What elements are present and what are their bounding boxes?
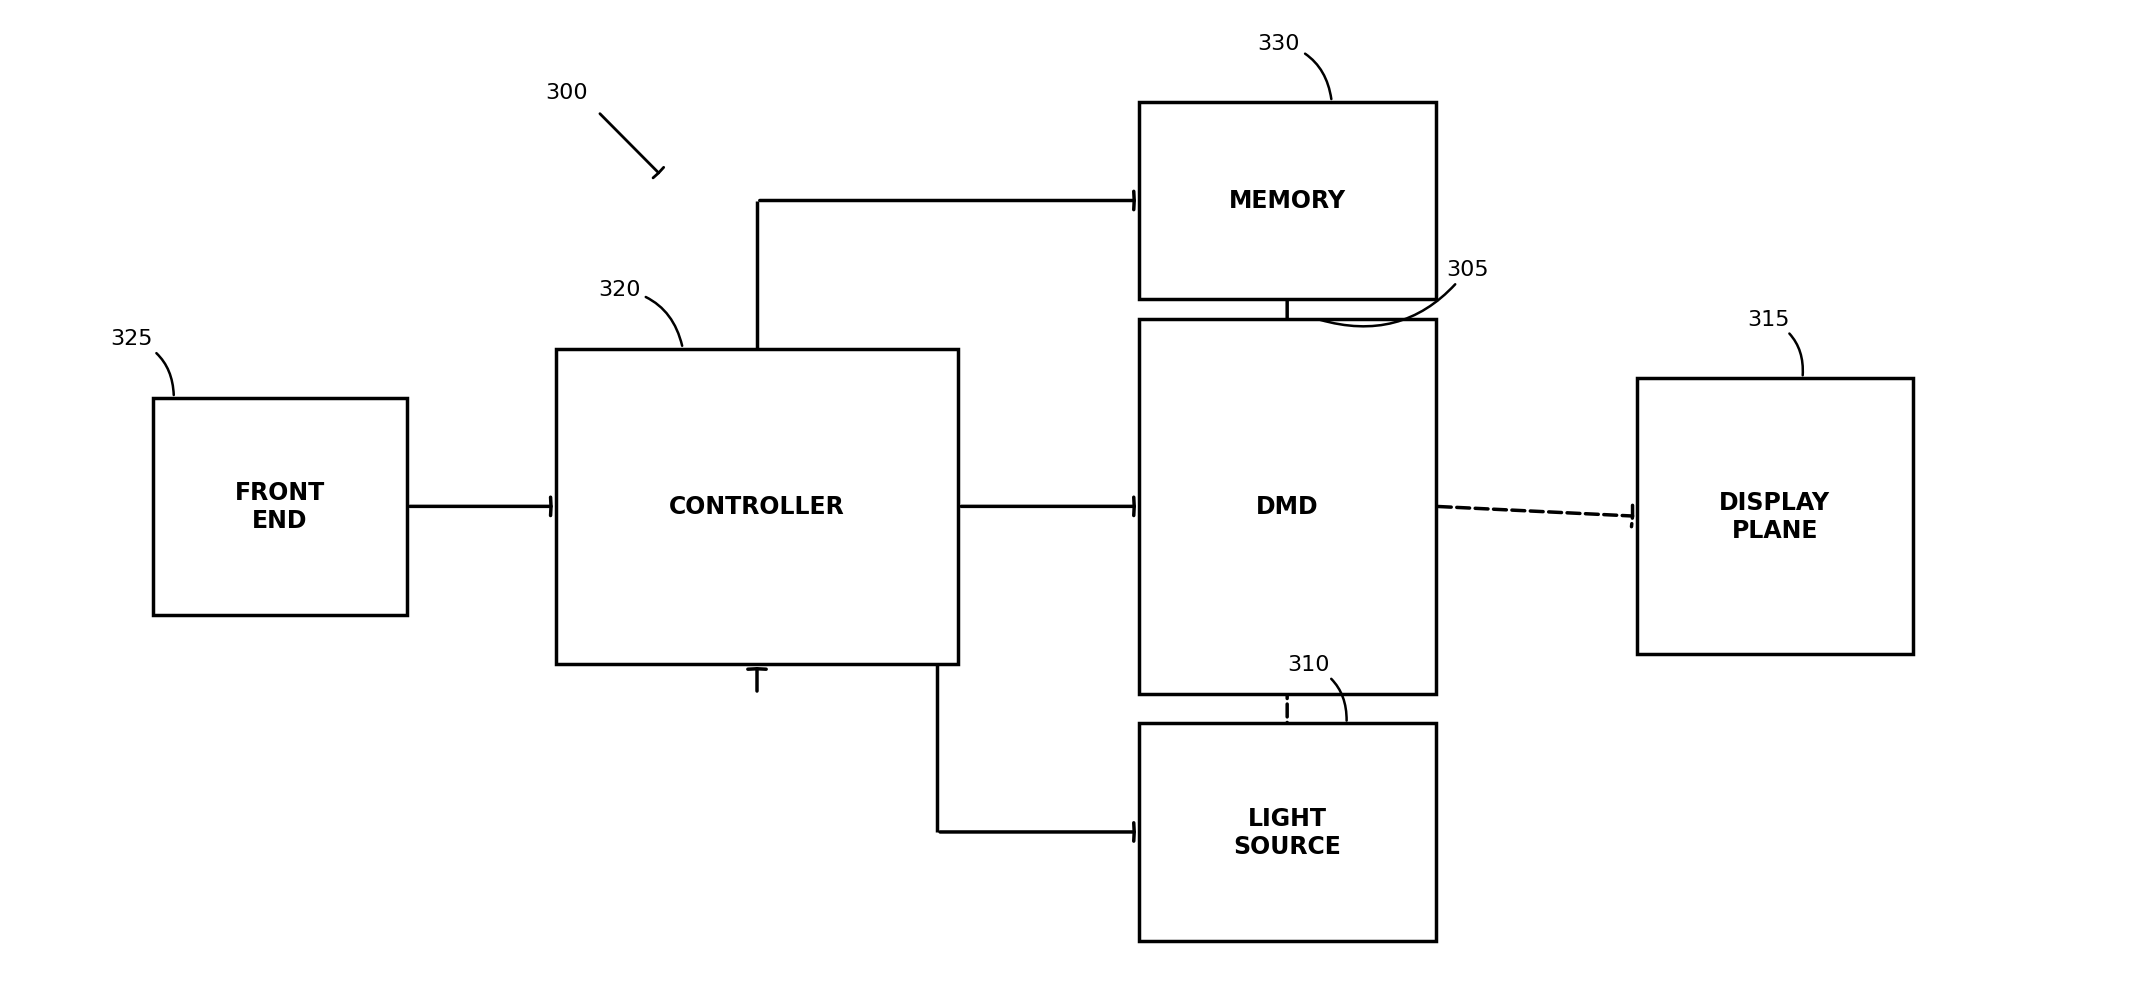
Bar	[153, 399, 407, 615]
Bar	[1139, 724, 1435, 940]
Text: DISPLAY
PLANE: DISPLAY PLANE	[1720, 491, 1831, 543]
Text: LIGHT
SOURCE: LIGHT SOURCE	[1233, 806, 1341, 858]
Text: DMD: DMD	[1256, 495, 1318, 519]
Bar	[1139, 102, 1435, 300]
Bar	[556, 349, 958, 665]
Text: FRONT
END: FRONT END	[234, 481, 326, 533]
Text: 330: 330	[1258, 34, 1331, 100]
Bar	[1139, 320, 1435, 694]
Text: CONTROLLER: CONTROLLER	[669, 495, 845, 519]
Text: 320: 320	[598, 280, 681, 347]
Text: 315: 315	[1748, 309, 1803, 376]
Bar	[1637, 379, 1912, 655]
Text: MEMORY: MEMORY	[1228, 189, 1346, 214]
Text: 310: 310	[1288, 654, 1348, 721]
Text: 300: 300	[545, 83, 588, 102]
Text: 325: 325	[111, 329, 175, 396]
Text: 305: 305	[1320, 260, 1488, 327]
